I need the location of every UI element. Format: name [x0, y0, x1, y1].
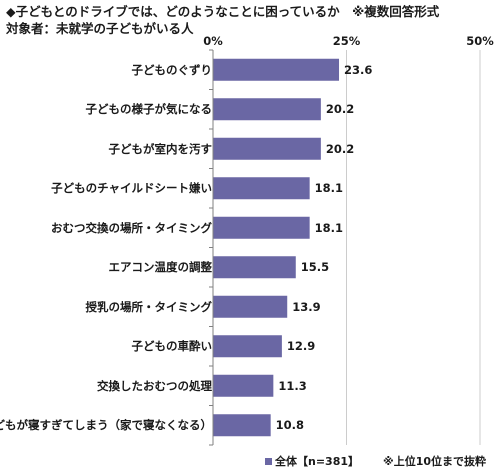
value-label: 23.6 [344, 62, 373, 77]
value-label: 18.1 [314, 220, 344, 235]
legend-swatch [265, 458, 272, 465]
value-label: 18.1 [314, 181, 344, 196]
value-label: 13.9 [292, 299, 321, 314]
value-label: 11.3 [278, 378, 307, 393]
bar-3 [213, 177, 310, 200]
bar-2 [213, 137, 321, 160]
category-label: 子どもが寝すぎてしまう（家で寝なくなる） [0, 418, 212, 433]
category-label: 子どものチャイルドシート嫌い [51, 181, 212, 196]
bar-6 [213, 295, 288, 318]
category-label: 子どもの車酔い [131, 339, 213, 354]
bar-9 [213, 414, 271, 437]
bar-7 [213, 335, 282, 358]
legend: 全体【n=381】 [265, 455, 359, 468]
value-label: 10.8 [275, 418, 305, 433]
footnote: ※上位10位まで抜粋 [383, 455, 487, 468]
chart-title: ◆子どもとのドライブでは、どのようなことに困っているか ※複数回答形式 [6, 4, 440, 19]
value-label: 15.5 [300, 260, 330, 275]
x-tick-label: 50% [466, 34, 494, 48]
legend-label: 全体【n=381】 [275, 455, 360, 468]
category-label: 子どものぐずり [131, 62, 213, 77]
category-label: 子どもが室内を汚す [108, 141, 213, 156]
category-label: 子どもの様子が気になる [85, 102, 213, 117]
x-tick-label: 25% [332, 34, 361, 48]
value-label: 20.2 [325, 102, 355, 117]
bar-4 [213, 216, 310, 239]
bar-8 [213, 374, 274, 397]
bar-0 [213, 58, 340, 81]
value-label: 12.9 [286, 339, 316, 354]
category-label: 交換したおむつの処理 [97, 378, 212, 393]
category-label: 授乳の場所・タイミング [85, 299, 213, 314]
bar-5 [213, 256, 296, 279]
bar-1 [213, 98, 321, 121]
category-label: おむつ交換の場所・タイミング [51, 220, 212, 235]
chart-subtitle: 対象者：未就学の子どもがいる人 [6, 21, 194, 36]
category-label: エアコン温度の調整 [108, 260, 213, 275]
x-tick-label: 0% [203, 34, 223, 48]
value-label: 20.2 [325, 141, 355, 156]
